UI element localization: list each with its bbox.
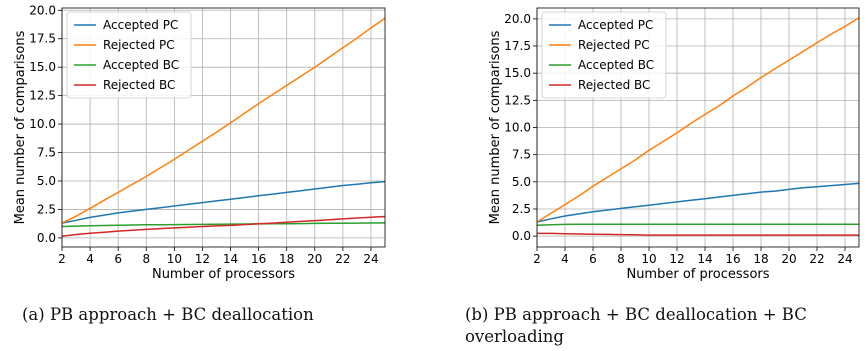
chart-a-x-tick-label: 10 [167, 252, 182, 266]
chart-b-y-tick-label: 10.0 [504, 121, 531, 135]
chart-a-x-tick-label: 2 [58, 252, 66, 266]
chart-a-y-tick-label: 5.0 [37, 174, 56, 188]
chart-a-x-tick-label: 8 [142, 252, 150, 266]
chart-a-y-tick-label: 15.0 [29, 60, 56, 74]
chart-b-y-tick-label: 12.5 [504, 93, 531, 107]
chart-b-y-tick-label: 2.5 [512, 202, 531, 216]
chart-b-x-tick-label: 2 [533, 252, 541, 266]
chart-b-legend-label-2: Accepted BC [578, 58, 654, 72]
chart-a-y-tick-label: 2.5 [37, 202, 56, 216]
chart-b-legend-label-3: Rejected BC [578, 78, 650, 92]
chart-a-y-axis-label: Mean number of comparisons [13, 30, 28, 224]
chart-a-x-tick-label: 22 [335, 252, 350, 266]
chart-a-y-tick-label: 17.5 [29, 32, 56, 46]
chart-a-x-tick-label: 14 [223, 252, 238, 266]
chart-b-x-tick-label: 22 [809, 252, 824, 266]
chart-b-x-tick-label: 6 [589, 252, 597, 266]
chart-a-legend-label-0: Accepted PC [103, 18, 178, 32]
caption-a: (a) PB approach + BC deallocation [22, 304, 402, 326]
chart-a-x-tick-label: 4 [86, 252, 94, 266]
chart-a-y-tick-label: 7.5 [37, 146, 56, 160]
chart-b-x-tick-label: 14 [697, 252, 712, 266]
chart-a-x-tick-label: 18 [279, 252, 294, 266]
chart-b: 2 4 6 8 10 12 14 16 18 20 22 240.02.55.07.510.012.5… [430, 0, 867, 300]
chart-a-x-tick-label: 24 [363, 252, 378, 266]
chart-a-x-tick-label: 12 [195, 252, 210, 266]
chart-b-y-axis-label: Mean number of comparisons [488, 30, 503, 224]
chart-b-y-tick-label: 17.5 [504, 39, 531, 53]
chart-a-y-tick-label: 10.0 [29, 117, 56, 131]
chart-b-x-tick-label: 10 [641, 252, 656, 266]
chart-b-y-tick-label: 20.0 [504, 12, 531, 26]
chart-b-y-tick-label: 0.0 [512, 229, 531, 243]
chart-a-x-axis-label: Number of processors [152, 267, 295, 282]
chart-b-y-tick-label: 15.0 [504, 66, 531, 80]
chart-b-x-tick-label: 4 [561, 252, 569, 266]
chart-b-y-tick-label: 5.0 [512, 175, 531, 189]
chart-a-x-tick-label: 6 [114, 252, 122, 266]
chart-a: 2 4 6 8 10 12 14 16 18 20 22 240.02.55.07.510.012.5… [0, 0, 430, 300]
chart-b-x-tick-label: 16 [725, 252, 740, 266]
chart-b-x-tick-label: 20 [781, 252, 796, 266]
chart-b-x-tick-label: 8 [617, 252, 625, 266]
chart-a-y-tick-label: 12.5 [29, 89, 56, 103]
chart-a-x-tick-label: 20 [307, 252, 322, 266]
chart-a-legend-label-3: Rejected BC [103, 78, 175, 92]
chart-b-x-tick-label: 12 [669, 252, 684, 266]
chart-a-y-tick-label: 0.0 [37, 231, 56, 245]
chart-b-x-tick-label: 18 [753, 252, 768, 266]
chart-b-legend-label-0: Accepted PC [578, 18, 653, 32]
chart-b-y-tick-label: 7.5 [512, 148, 531, 162]
chart-b-x-tick-label: 24 [837, 252, 852, 266]
chart-a-y-tick-label: 20.0 [29, 3, 56, 17]
chart-a-x-tick-label: 16 [251, 252, 266, 266]
chart-a-legend-label-2: Accepted BC [103, 58, 179, 72]
caption-b: (b) PB approach + BC deallocation + BC o… [465, 304, 865, 348]
chart-b-legend-label-1: Rejected PC [578, 38, 650, 52]
chart-b-x-axis-label: Number of processors [626, 267, 769, 282]
chart-a-legend-label-1: Rejected PC [103, 38, 175, 52]
